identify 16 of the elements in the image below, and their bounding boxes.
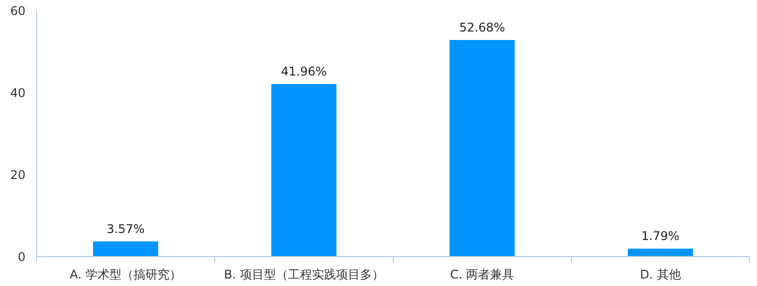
bar: [628, 248, 693, 256]
y-tick-label: 40: [10, 86, 26, 100]
bar: [450, 40, 515, 256]
bar: [93, 241, 158, 256]
x-tick-label: C. 两者兼具: [450, 268, 514, 282]
x-tick-label: B. 项目型（工程实践项目多）: [224, 268, 384, 282]
x-tick-label: D. 其他: [640, 268, 681, 282]
x-tick-label: A. 学术型（搞研究）: [70, 268, 182, 282]
y-tick-label: 20: [10, 168, 26, 182]
y-tick-label: 0: [18, 250, 26, 264]
data-label: 52.68%: [459, 20, 506, 35]
bar: [271, 84, 336, 256]
data-label: 1.79%: [641, 229, 680, 244]
data-label: 3.57%: [106, 222, 145, 236]
y-tick-label: 60: [10, 4, 26, 18]
data-label: 41.96%: [280, 64, 327, 78]
